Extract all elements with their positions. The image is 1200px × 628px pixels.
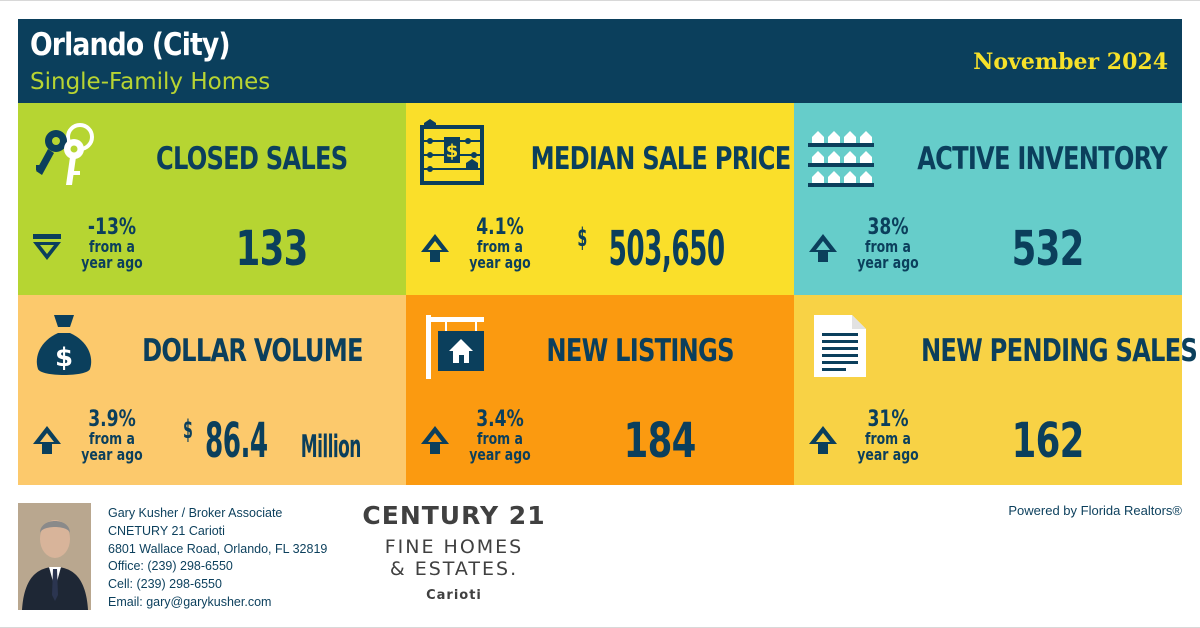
tile-title: ACTIVE INVENTORY — [917, 141, 1167, 177]
arrow-up-icon — [418, 231, 452, 265]
change-from-year-ago: -13% from a year ago — [81, 215, 143, 272]
document-icon — [806, 311, 874, 379]
metric-value: 532 — [1012, 221, 1085, 277]
agent-name-title: Gary Kusher / Broker Associate — [108, 506, 283, 520]
tile-title: DOLLAR VOLUME — [141, 333, 363, 369]
tile-title: MEDIAN SALE PRICE — [530, 141, 792, 177]
closed-sales-tile: CLOSED SALES -13% from a year ago 133 — [18, 103, 406, 295]
money-bag-icon: $ — [30, 311, 98, 379]
logo-line-4: Carioti — [426, 588, 482, 603]
arrow-up-icon — [30, 423, 64, 457]
svg-text:$: $ — [55, 343, 73, 373]
arrow-up-icon — [806, 231, 840, 265]
dollar-volume-tile: $ DOLLAR VOLUME 3.9% from a year ago $86… — [18, 295, 406, 485]
metric-value: 162 — [1012, 413, 1085, 469]
median-sale-price-tile: $ MEDIAN SALE PRICE 4.1% from a year ago… — [406, 103, 794, 295]
arrow-up-icon — [806, 423, 840, 457]
metric-value: 184 — [624, 413, 697, 469]
logo-line-3: & ESTATES. — [389, 558, 519, 580]
arrow-up-icon — [418, 423, 452, 457]
agent-email: Email: gary@garykusher.com — [108, 594, 272, 609]
new-listings-tile: NEW LISTINGS 3.4% from a year ago 184 — [406, 295, 794, 485]
logo-line-1: CENTURY 21 — [362, 501, 546, 530]
house-sign-icon — [418, 311, 486, 379]
change-from-year-ago: 31% from a year ago — [857, 407, 919, 464]
tile-title: CLOSED SALES — [156, 141, 348, 177]
footer: Gary Kusher / Broker Associate CNETURY 2… — [0, 485, 1200, 628]
agent-company: CNETURY 21 Carioti — [108, 523, 225, 538]
agent-cell-phone: Cell: (239) 298-6550 — [108, 577, 222, 592]
houses-shelves-icon — [806, 119, 874, 187]
metric-value: $86.4 Million — [183, 413, 362, 469]
header-banner: Orlando (City) Single-Family Homes Novem… — [18, 19, 1182, 103]
arrow-down-icon — [30, 231, 64, 265]
agent-contact: Gary Kusher / Broker Associate CNETURY 2… — [108, 505, 327, 612]
abacus-icon: $ — [418, 119, 486, 187]
report-period: November 2024 — [973, 49, 1168, 75]
metric-value: 133 — [236, 221, 309, 277]
change-from-year-ago: 3.4% from a year ago — [469, 407, 531, 464]
change-from-year-ago: 4.1% from a year ago — [469, 215, 531, 272]
change-from-year-ago: 38% from a year ago — [857, 215, 919, 272]
agent-photo — [18, 503, 91, 610]
change-from-year-ago: 3.9% from a year ago — [81, 407, 143, 464]
metric-value: $503,650 — [577, 221, 725, 277]
agent-office-phone: Office: (239) 298-6550 — [108, 559, 233, 574]
city-title: Orlando (City) — [30, 27, 231, 63]
tile-title: NEW PENDING SALES — [920, 333, 1198, 369]
logo-line-2: FINE HOMES — [384, 536, 524, 558]
agent-address: 6801 Wallace Road, Orlando, FL 32819 — [108, 541, 328, 556]
active-inventory-tile: ACTIVE INVENTORY 38% from a year ago 532 — [794, 103, 1182, 295]
keys-icon — [30, 119, 98, 187]
svg-text:$: $ — [446, 141, 459, 162]
century21-logo: CENTURY 21 FINE HOMES & ESTATES. Carioti — [346, 501, 562, 603]
tile-title: NEW LISTINGS — [546, 333, 734, 369]
new-pending-sales-tile: NEW PENDING SALES 31% from a year ago 16… — [794, 295, 1198, 485]
property-type-subtitle: Single-Family Homes — [30, 69, 271, 95]
powered-by: Powered by Florida Realtors® — [1008, 503, 1182, 518]
